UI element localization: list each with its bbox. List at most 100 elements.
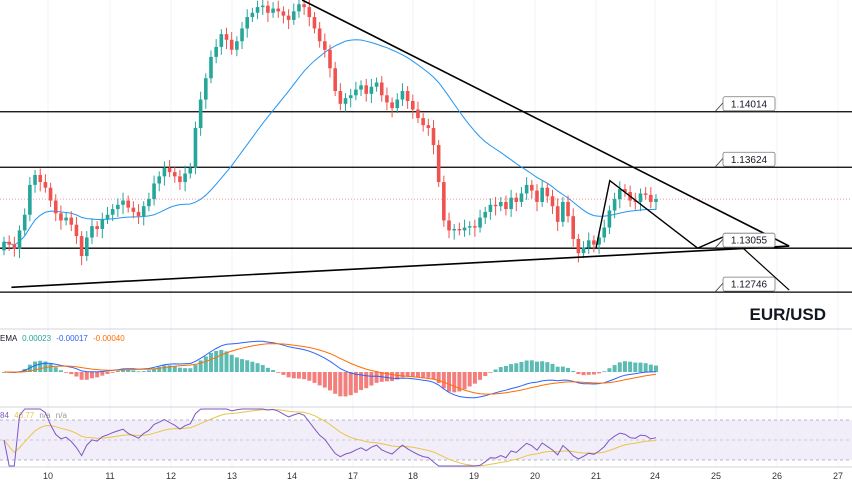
- level-label: 1.14014: [731, 99, 768, 110]
- candle-body: [74, 224, 79, 237]
- candle-body: [457, 228, 462, 231]
- candle-body: [224, 34, 229, 40]
- candle-body: [416, 109, 420, 119]
- candlesticks: [2, 0, 658, 266]
- rsi-na-1: n/a: [39, 411, 51, 420]
- candle-body: [385, 95, 389, 103]
- macd-hist-bar: [33, 361, 38, 372]
- macd-hist-bar: [586, 372, 591, 375]
- macd-hist-bar: [415, 372, 420, 377]
- macd-hist-bar: [100, 372, 105, 376]
- macd-hist-bar: [245, 360, 250, 372]
- macd-hist-bar: [219, 349, 224, 372]
- candle-body: [307, 7, 312, 18]
- candle-body: [478, 217, 482, 228]
- candle-body: [498, 201, 503, 207]
- candle-body: [623, 189, 627, 192]
- candle-body: [592, 240, 596, 245]
- candle-body: [271, 8, 275, 13]
- candle-body: [519, 193, 524, 202]
- candle-body: [110, 209, 115, 215]
- macd-hist-bar: [524, 360, 529, 372]
- candle-body: [126, 200, 130, 208]
- macd-hist-bar: [84, 372, 89, 380]
- macd-hist-bar: [607, 368, 612, 372]
- candle-body: [291, 11, 296, 20]
- macd-hist-bar: [167, 365, 172, 372]
- candle-body: [172, 172, 177, 177]
- macd-hist-bar: [498, 367, 503, 372]
- macd-hist-bar: [488, 372, 493, 373]
- time-tick-label: 26: [772, 471, 782, 481]
- macd-legend: EMA 0.00023 -0.00017 -0.00040: [0, 334, 125, 343]
- macd-hist-bar: [250, 361, 255, 372]
- macd-pane: EMA 0.00023 -0.00017 -0.00040: [0, 334, 658, 399]
- macd-hist-bar: [157, 366, 162, 372]
- candle-body: [2, 241, 6, 251]
- candle-body: [48, 187, 53, 201]
- macd-hist-bar: [431, 372, 436, 380]
- candle-body: [612, 199, 617, 211]
- macd-hist-bar: [581, 372, 586, 376]
- macd-hist-bar: [291, 372, 296, 379]
- candle-body: [43, 182, 48, 188]
- candle-body: [410, 100, 415, 110]
- candle-body: [581, 247, 586, 254]
- level-labels: 1.14014 1.13624 1.13055 1.12746: [714, 96, 776, 293]
- candle-body: [654, 199, 658, 202]
- macd-hist-bar: [534, 361, 539, 372]
- candle-body: [214, 46, 218, 57]
- grid: [47, 0, 839, 467]
- time-tick-label: 19: [469, 471, 479, 481]
- candle-body: [255, 7, 260, 13]
- candle-body: [348, 95, 353, 99]
- macd-legend-label: EMA: [0, 334, 18, 343]
- candle-body: [59, 213, 63, 221]
- macd-hist-value: 0.00023: [22, 334, 51, 343]
- macd-hist-bar: [110, 372, 115, 373]
- macd-hist-bar: [322, 372, 327, 388]
- candle-body: [550, 196, 555, 207]
- macd-hist-bar: [374, 372, 379, 383]
- macd-hist-bar: [115, 370, 120, 372]
- level-label-connector: [714, 102, 724, 113]
- candle-body: [260, 5, 265, 8]
- macd-hist-bar: [126, 369, 131, 372]
- candle-body: [395, 99, 400, 109]
- trendlines: [11, 0, 790, 291]
- candle-body: [323, 41, 327, 50]
- candle-body: [436, 145, 441, 183]
- candle-body: [219, 34, 224, 47]
- candle-body: [421, 118, 425, 126]
- candle-body: [524, 184, 529, 194]
- level-label-box: [722, 232, 776, 248]
- candle-body: [7, 241, 11, 245]
- macd-hist-bar: [198, 360, 203, 372]
- time-axis: 10 11 12 13 14 17 18 19 20 21 24 25 26 27: [43, 471, 843, 481]
- macd-hist-bar: [307, 372, 312, 381]
- macd-hist-bar: [359, 372, 364, 390]
- macd-hist-bar: [136, 371, 141, 373]
- macd-hist-bar: [58, 370, 63, 372]
- macd-hist-bar: [566, 367, 571, 372]
- macd-hist-bar: [69, 372, 74, 375]
- trendline-lower[interactable]: [11, 245, 790, 289]
- macd-hist-bar: [229, 354, 234, 372]
- macd-hist-bar: [172, 366, 177, 372]
- time-tick-label: 11: [105, 471, 114, 481]
- candle-body: [374, 82, 379, 87]
- candle-body: [535, 190, 539, 202]
- candle-body: [22, 214, 27, 231]
- level-label: 1.13055: [731, 236, 768, 247]
- candle-body: [452, 228, 456, 231]
- candle-body: [79, 236, 84, 256]
- macd-hist-bar: [38, 360, 43, 372]
- candle-body: [178, 176, 182, 183]
- macd-hist-bar: [384, 372, 389, 382]
- trendline-descending[interactable]: [301, 0, 790, 247]
- candle-body: [379, 82, 384, 96]
- macd-hist-bar: [612, 365, 617, 372]
- time-tick-label: 24: [650, 471, 660, 481]
- macd-hist-bar: [79, 372, 84, 380]
